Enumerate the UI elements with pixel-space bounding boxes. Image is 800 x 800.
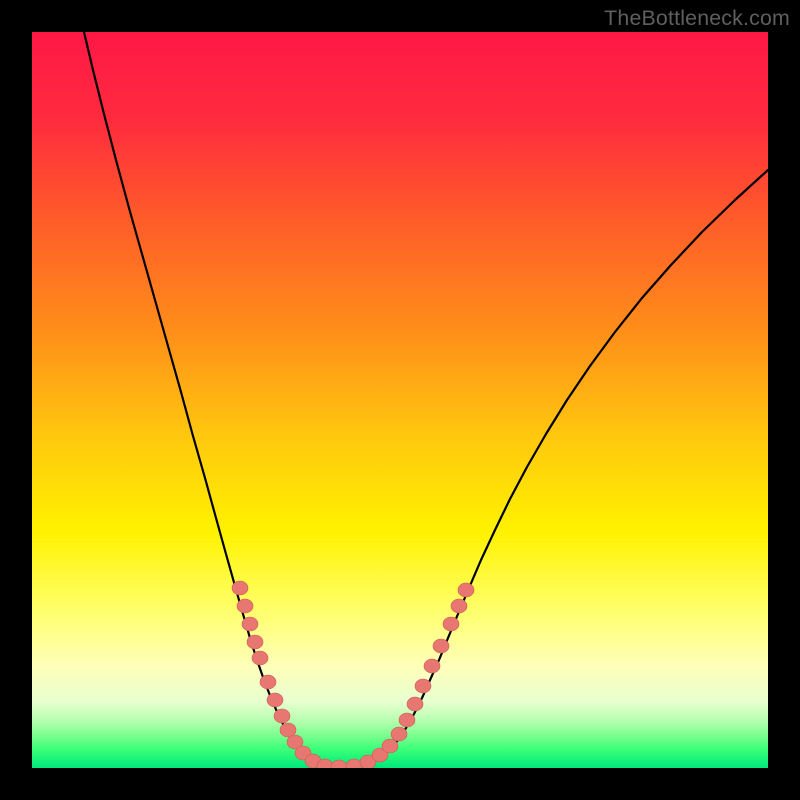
attribution-text: TheBottleneck.com bbox=[604, 6, 790, 31]
gradient-background bbox=[32, 32, 768, 768]
plot-area bbox=[32, 32, 768, 768]
figure-root: { "canvas": { "width": 800, "height": 80… bbox=[0, 0, 800, 800]
